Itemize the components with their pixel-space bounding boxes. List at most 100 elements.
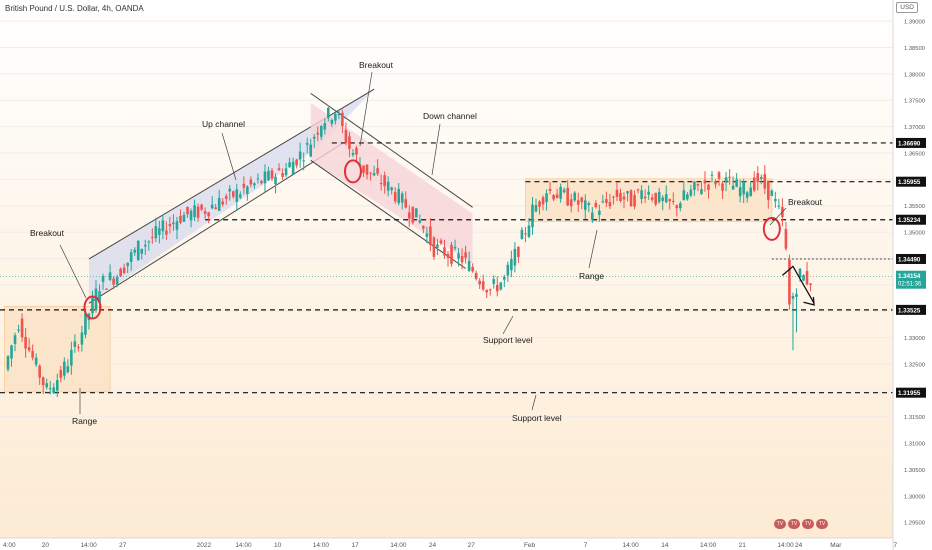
candle-body xyxy=(520,229,524,240)
candle-body xyxy=(249,179,253,185)
candle-body xyxy=(207,212,210,217)
candle-body xyxy=(647,191,650,195)
annotation-arrow xyxy=(359,71,373,147)
candle-body xyxy=(323,123,327,130)
candle-body xyxy=(619,192,622,202)
candle-body xyxy=(355,147,358,155)
candle-body xyxy=(122,267,126,274)
candle-body xyxy=(351,153,355,155)
candle-body xyxy=(168,224,172,227)
range-box-right xyxy=(525,178,773,222)
candle-body xyxy=(633,195,636,207)
candle-body xyxy=(133,249,137,253)
price-tick-label: 1.29500 xyxy=(904,521,925,527)
candle-body xyxy=(562,189,566,193)
currency-button[interactable]: USD xyxy=(896,2,918,13)
price-tick-label: 1.37500 xyxy=(904,99,925,105)
candle-body xyxy=(34,357,38,365)
watermark-badge: TV xyxy=(802,519,814,529)
candle-body xyxy=(341,112,344,127)
candle-body xyxy=(196,206,200,218)
candle-body xyxy=(400,193,404,203)
candle-body xyxy=(738,187,742,197)
price-tick-label: 1.33000 xyxy=(904,336,925,342)
candle-body xyxy=(657,191,661,203)
candle-body xyxy=(478,280,481,285)
candle-body xyxy=(172,222,175,225)
level-price-label: 1.35234 xyxy=(898,217,921,224)
candle-body xyxy=(661,197,665,201)
candle-body xyxy=(108,272,112,280)
candle-body xyxy=(298,151,302,160)
time-tick-label: 2022 xyxy=(197,542,212,549)
candle-body xyxy=(41,377,45,386)
annotation-label: Support level xyxy=(512,413,562,423)
candle-body xyxy=(759,176,763,179)
time-tick-label: 7 xyxy=(894,542,898,549)
time-tick-label: 24 xyxy=(429,542,437,549)
candle-body xyxy=(288,162,291,168)
candle-body xyxy=(217,197,221,211)
candle-body xyxy=(231,191,235,197)
candle-body xyxy=(415,208,418,218)
breakout-circle xyxy=(762,216,781,241)
candle-body xyxy=(784,229,788,249)
candle-body xyxy=(668,199,672,202)
current-price-tag xyxy=(896,270,926,289)
breakout-circle xyxy=(343,159,362,184)
candle-body xyxy=(17,329,20,331)
candle-body xyxy=(439,240,443,244)
candle-body xyxy=(379,182,383,185)
candle-body xyxy=(541,197,545,205)
level-price-label: 1.33525 xyxy=(898,307,921,314)
candle-body xyxy=(66,366,70,373)
current-price-label: 1.34154 xyxy=(898,273,921,280)
level-price-tag xyxy=(896,176,926,187)
candle-body xyxy=(467,261,471,271)
candle-body xyxy=(422,226,425,229)
candle-body xyxy=(517,246,520,258)
candle-body xyxy=(59,370,63,378)
candle-body xyxy=(362,165,365,173)
candle-body xyxy=(309,144,313,157)
time-tick-label: 14:00 xyxy=(700,542,717,549)
candle-body xyxy=(253,183,256,186)
candle-body xyxy=(591,212,594,220)
candle-body xyxy=(612,196,615,198)
candle-body xyxy=(337,114,341,116)
projection-line xyxy=(781,265,815,304)
candle-body xyxy=(147,241,151,243)
candle-body xyxy=(703,180,707,184)
candle-body xyxy=(450,244,453,264)
level-price-tag xyxy=(896,253,926,264)
annotation-label: Breakout xyxy=(788,197,823,207)
annotation-arrow xyxy=(59,244,87,299)
time-tick-label: 7 xyxy=(584,542,588,549)
candle-body xyxy=(263,171,267,184)
candle-body xyxy=(334,113,337,121)
candle-body xyxy=(330,119,334,124)
time-tick-label: 14:00 xyxy=(80,542,97,549)
time-tick-label: 14:00 xyxy=(313,542,330,549)
candle-body xyxy=(48,388,52,390)
candle-body xyxy=(453,246,457,249)
annotation-arrow xyxy=(588,229,598,269)
candle-body xyxy=(256,178,260,180)
candle-body xyxy=(777,205,781,207)
candle-body xyxy=(601,201,605,203)
candle-body xyxy=(112,278,115,285)
annotation-label: Breakout xyxy=(359,60,394,70)
candle-body xyxy=(795,293,798,297)
candle-body xyxy=(260,180,263,184)
candle-body xyxy=(626,191,629,194)
candle-body xyxy=(158,228,161,235)
candle-body xyxy=(693,181,696,190)
candle-body xyxy=(242,183,246,188)
price-tick-label: 1.31500 xyxy=(904,415,925,421)
candle-body xyxy=(270,170,274,179)
candle-body xyxy=(140,248,144,254)
candle-body xyxy=(425,233,429,237)
candle-body xyxy=(31,350,34,358)
